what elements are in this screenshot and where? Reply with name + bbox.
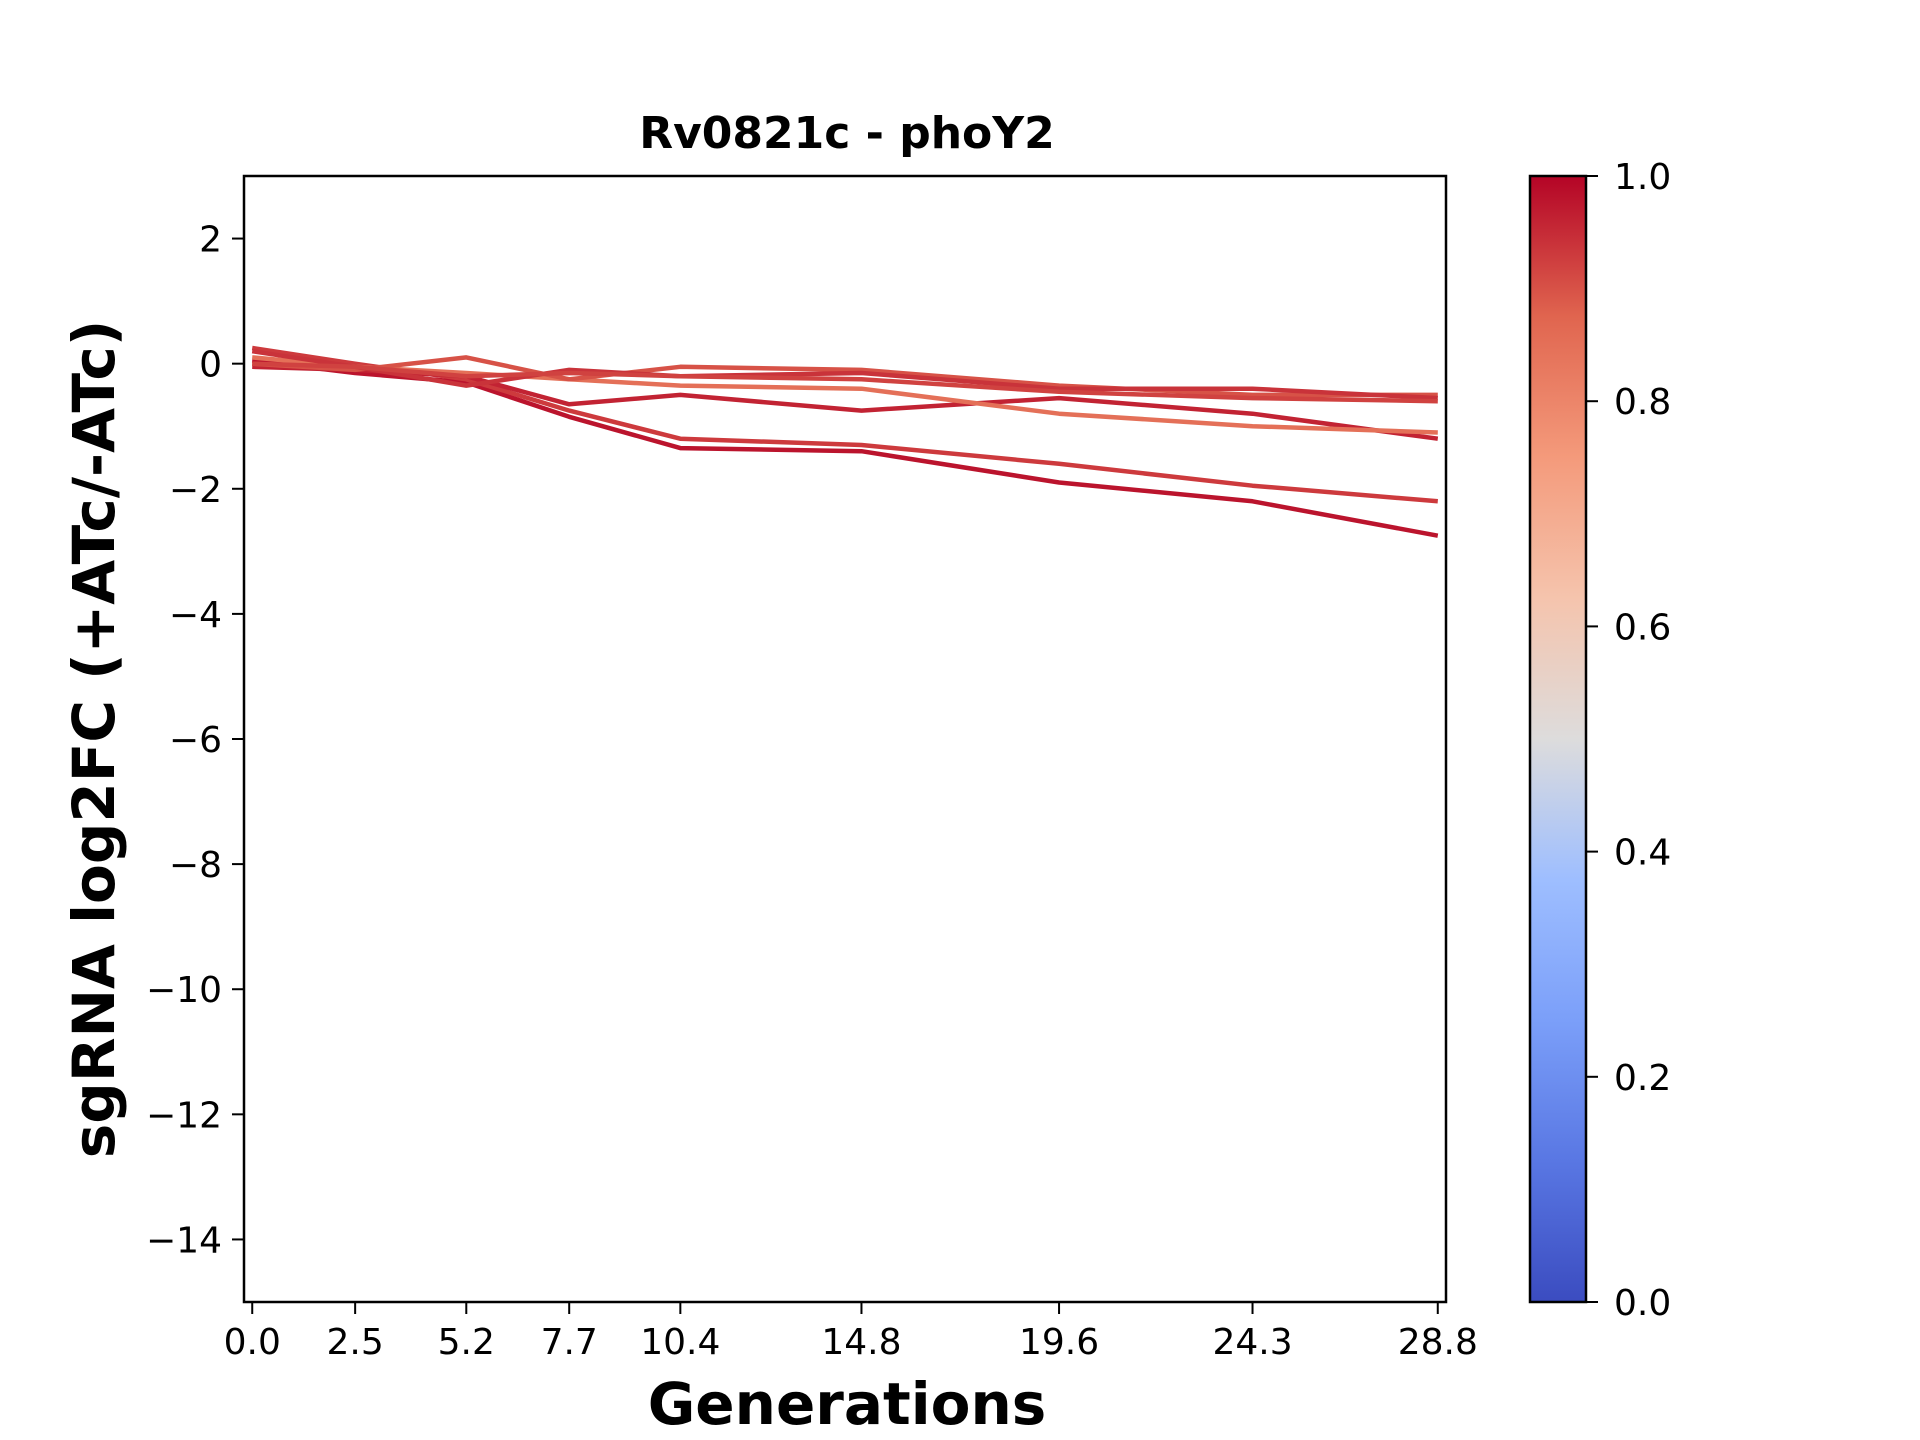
- colorbar-frame: [1528, 174, 1588, 1304]
- series-line-7: [252, 361, 1438, 404]
- series-line-5: [252, 355, 1438, 398]
- x-axis-ticks: 0.0 2.5 5.2 7.7 10.4 14.8 19.6 24.3 28.8: [224, 1302, 1478, 1363]
- plot-lines: [251, 345, 1439, 538]
- x-tick-label: 2.5: [327, 1322, 384, 1363]
- x-tick-label: 24.3: [1212, 1322, 1292, 1363]
- colorbar-tick-label: 0.8: [1614, 382, 1671, 423]
- colorbar-tick-label: 0.6: [1614, 607, 1671, 648]
- y-tick-label: −6: [169, 720, 222, 761]
- y-tick-label: 0: [199, 345, 222, 386]
- y-tick-label: −2: [169, 470, 222, 511]
- x-tick-label: 14.8: [821, 1322, 901, 1363]
- y-tick-label: −8: [169, 845, 222, 886]
- colorbar-tick-label: 1.0: [1614, 157, 1671, 198]
- y-tick-label: −4: [169, 595, 222, 636]
- y-tick-label: −14: [146, 1220, 222, 1261]
- y-tick-label: 2: [199, 220, 222, 261]
- y-tick-label: −10: [146, 970, 222, 1011]
- x-tick-label: 0.0: [224, 1322, 281, 1363]
- plot-frame: [242, 174, 1448, 1304]
- colorbar-ticks: 0.0 0.2 0.4 0.6 0.8 1.0: [1586, 157, 1671, 1324]
- x-tick-label: 10.4: [640, 1322, 720, 1363]
- y-axis-ticks: 2 0 −2 −4 −6 −8 −10 −12 −14: [146, 220, 244, 1261]
- colorbar: [1530, 176, 1586, 1302]
- y-tick-label: −12: [146, 1095, 222, 1136]
- series-line-1: [251, 358, 1439, 538]
- x-tick-label: 28.8: [1398, 1322, 1478, 1363]
- colorbar-tick-label: 0.2: [1614, 1058, 1671, 1099]
- colorbar-tick-label: 0.0: [1614, 1283, 1671, 1324]
- x-tick-label: 5.2: [438, 1322, 495, 1363]
- y-axis-label: sgRNA log2FC (+ATc/-ATc): [60, 320, 128, 1158]
- x-tick-label: 19.6: [1019, 1322, 1099, 1363]
- colorbar-tick-label: 0.4: [1614, 833, 1671, 874]
- x-tick-label: 7.7: [541, 1322, 598, 1363]
- chart-title: Rv0821c - phoY2: [639, 108, 1055, 159]
- x-axis-label: Generations: [648, 1370, 1047, 1438]
